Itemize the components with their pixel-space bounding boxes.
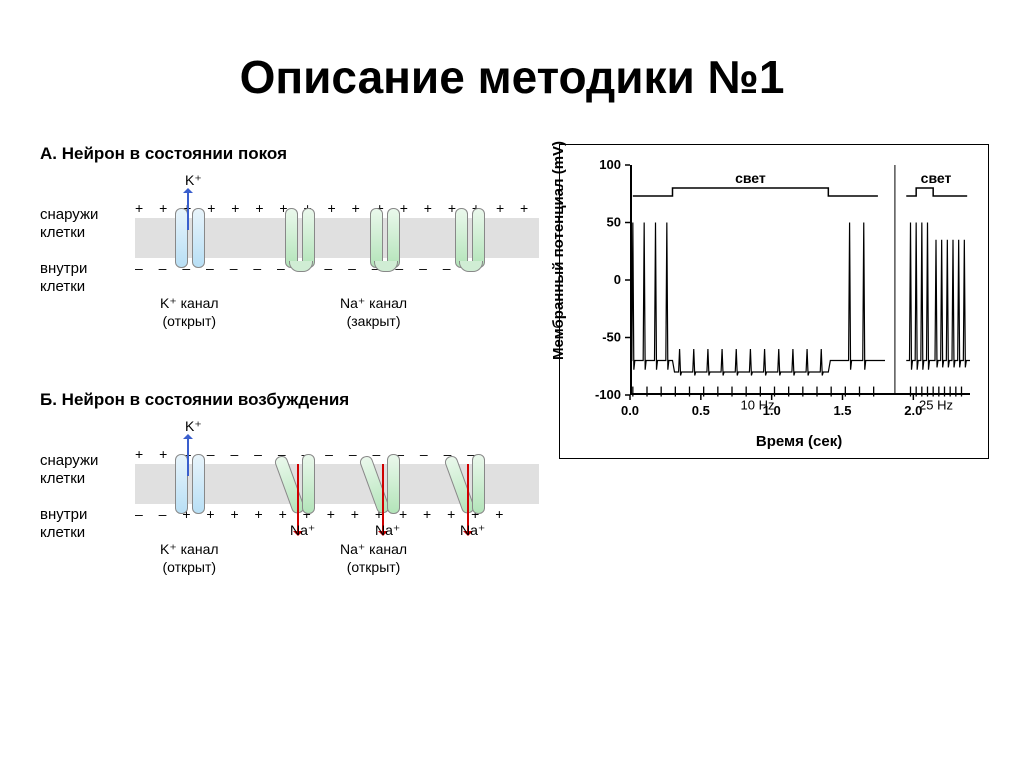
na-channel-closed: [455, 208, 485, 268]
svg-text:0.5: 0.5: [692, 403, 710, 418]
panel-a-heading: А. Нейрон в состоянии покоя: [40, 144, 539, 164]
arrow-up-icon: [187, 436, 189, 476]
k-channel-caption: K⁺ канал (открыт): [160, 295, 219, 330]
chart-frame: Мембранный потенциал (mV) -100-500501000…: [559, 144, 989, 459]
plot-area: -100-500501000.00.51.01.52.0светсвет10 H…: [630, 165, 970, 395]
svg-text:10 Hz: 10 Hz: [741, 398, 775, 413]
na-channel-open: [370, 454, 400, 514]
na-channel-closed: [370, 208, 400, 268]
na-ion-label: Na⁺: [460, 522, 485, 539]
svg-text:100: 100: [599, 157, 621, 172]
svg-text:25 Hz: 25 Hz: [919, 398, 953, 413]
outside-label: снаружи клетки: [40, 452, 98, 488]
svg-text:1.5: 1.5: [834, 403, 852, 418]
channel-wall: [370, 208, 383, 268]
panel-a: снаружи клетки внутри клетки + + + + + +…: [40, 170, 539, 360]
panel-b: снаружи клетки внутри клетки + + – – – –…: [40, 416, 539, 606]
inside-label: внутри клетки: [40, 506, 87, 542]
na-ion-label: Na⁺: [375, 522, 400, 539]
channel-wall: [472, 454, 485, 514]
x-axis-label: Время (сек): [620, 433, 978, 450]
panel-b-heading: Б. Нейрон в состоянии возбуждения: [40, 390, 539, 410]
na-channel-open: [455, 454, 485, 514]
svg-text:-100: -100: [595, 387, 621, 402]
na-channel-closed: [285, 208, 315, 268]
channel-wall: [285, 208, 298, 268]
na-channel-caption: Na⁺ канал (закрыт): [340, 295, 407, 330]
right-column: Мембранный потенциал (mV) -100-500501000…: [559, 144, 984, 636]
channel-wall: [302, 208, 315, 268]
chart-svg: -100-500501000.00.51.01.52.0светсвет10 H…: [630, 165, 970, 395]
outside-label: снаружи клетки: [40, 206, 98, 242]
channel-wall: [192, 208, 205, 268]
svg-text:-50: -50: [602, 330, 621, 345]
channel-wall: [387, 454, 400, 514]
svg-text:0.0: 0.0: [621, 403, 639, 418]
svg-text:свет: свет: [921, 170, 952, 186]
k-channel-open: [175, 454, 205, 514]
na-channel-open: [285, 454, 315, 514]
svg-text:50: 50: [607, 215, 621, 230]
page-title: Описание методики №1: [40, 50, 984, 104]
svg-text:свет: свет: [735, 170, 766, 186]
channel-wall: [455, 208, 468, 268]
channel-wall: [302, 454, 315, 514]
k-channel-caption: K⁺ канал (открыт): [160, 541, 219, 576]
slide: Описание методики №1 А. Нейрон в состоян…: [0, 0, 1024, 767]
y-axis-label: Мембранный потенциал (mV): [550, 141, 567, 360]
k-channel-open: [175, 208, 205, 268]
na-ion-label: Na⁺: [290, 522, 315, 539]
channel-wall: [192, 454, 205, 514]
inside-label: внутри клетки: [40, 260, 87, 296]
channel-wall: [387, 208, 400, 268]
content-row: А. Нейрон в состоянии покоя снаружи клет…: [40, 144, 984, 636]
na-channel-caption: Na⁺ канал (открыт): [340, 541, 407, 576]
left-column: А. Нейрон в состоянии покоя снаружи клет…: [40, 144, 539, 636]
svg-text:0: 0: [614, 272, 621, 287]
arrow-up-icon: [187, 190, 189, 230]
channel-wall: [472, 208, 485, 268]
